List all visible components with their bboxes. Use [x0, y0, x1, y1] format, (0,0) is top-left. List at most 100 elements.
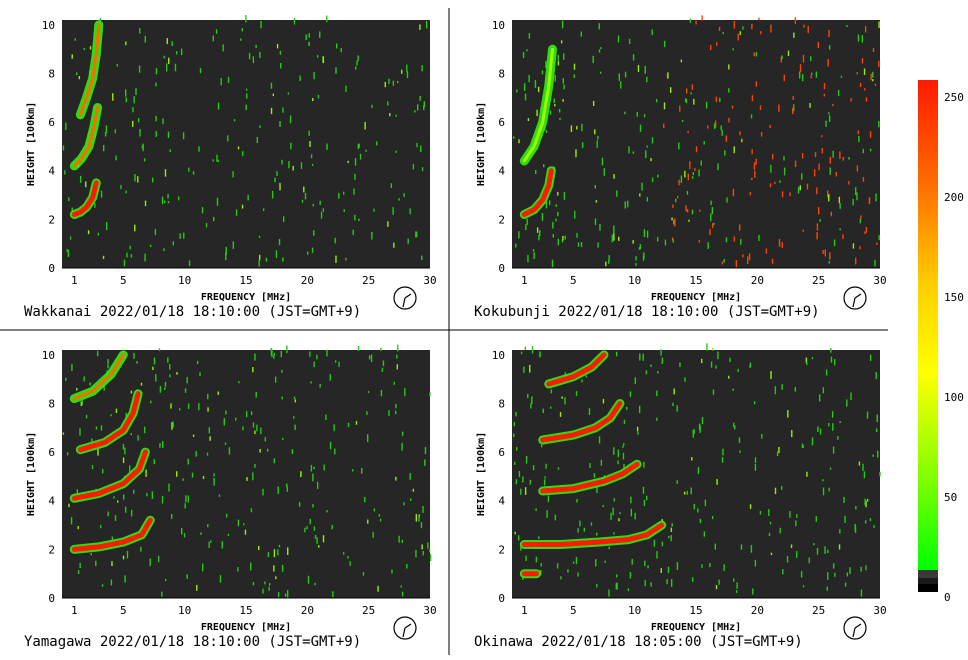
echo-noise-mark	[864, 498, 866, 506]
echo-noise-mark	[651, 29, 653, 36]
echo-noise-mark	[670, 535, 672, 542]
echo-noise-mark	[858, 135, 860, 143]
echo-noise-mark	[529, 479, 531, 485]
echo-noise-mark	[371, 231, 373, 240]
echo-noise-mark	[428, 549, 431, 552]
echo-noise-mark	[699, 209, 701, 212]
echo-noise-mark	[575, 556, 578, 565]
echo-noise-mark	[796, 514, 798, 518]
echo-noise-mark	[139, 28, 141, 34]
echo-noise-mark	[535, 556, 538, 563]
echo-noise-mark	[823, 82, 826, 90]
echo-noise-mark	[600, 459, 603, 466]
echo-noise-mark	[678, 179, 680, 186]
echo-noise-mark	[816, 547, 819, 555]
echo-noise-mark	[282, 216, 285, 223]
echo-noise-mark	[765, 248, 768, 254]
echo-noise-mark	[122, 555, 125, 560]
echo-noise-mark	[754, 559, 757, 567]
echo-noise-mark	[778, 238, 781, 247]
echo-noise-mark	[424, 446, 427, 455]
echo-noise-mark	[258, 259, 260, 267]
echo-noise-mark	[634, 377, 637, 385]
echo-noise-mark	[167, 193, 169, 199]
echo-noise-mark	[655, 98, 658, 103]
echo-noise-mark	[256, 136, 258, 144]
echo-noise-mark	[715, 585, 718, 590]
echo-noise-mark	[102, 144, 105, 152]
echo-noise-mark	[104, 132, 107, 137]
echo-noise-mark	[176, 471, 178, 477]
echo-noise-mark	[401, 591, 404, 597]
echo-noise-mark	[326, 143, 328, 150]
echo-noise-mark	[711, 515, 714, 520]
echo-noise-mark	[265, 257, 268, 262]
echo-noise-mark	[351, 469, 354, 472]
echo-noise-mark	[186, 376, 188, 384]
y-tick-label: 2	[498, 213, 505, 226]
echo-noise-mark	[753, 162, 756, 170]
echo-noise-mark	[712, 389, 715, 395]
echo-noise-mark	[811, 357, 814, 360]
echo-noise-mark	[416, 231, 418, 238]
echo-noise-mark	[286, 486, 289, 492]
echo-noise-mark	[676, 480, 678, 484]
echo-noise-mark	[622, 452, 625, 460]
echo-noise-mark	[691, 84, 694, 91]
echo-noise-mark	[293, 416, 295, 419]
echo-noise-mark	[358, 143, 360, 148]
clock-icon	[843, 286, 867, 310]
echo-noise-mark	[80, 401, 82, 407]
echo-noise-mark	[529, 364, 531, 373]
echo-noise-mark	[242, 426, 244, 431]
echo-noise-mark	[304, 527, 306, 533]
echo-noise-mark	[95, 426, 98, 430]
echo-noise-mark	[704, 499, 707, 507]
echo-noise-mark	[830, 356, 833, 363]
echo-noise-mark	[563, 53, 565, 60]
echo-noise-mark	[155, 82, 157, 87]
echo-noise-mark	[70, 517, 73, 525]
echo-noise-mark	[421, 65, 423, 72]
echo-noise-mark	[557, 191, 559, 196]
echo-noise-mark	[755, 158, 757, 165]
echo-noise-mark	[802, 229, 804, 232]
echo-noise-mark	[555, 218, 557, 222]
echo-noise-mark	[776, 451, 779, 457]
plot-background	[512, 20, 880, 268]
echo-noise-mark	[237, 146, 240, 150]
echo-noise-mark	[572, 561, 575, 564]
echo-noise-mark	[192, 434, 195, 437]
echo-noise-mark	[314, 534, 317, 539]
echo-noise-mark	[813, 543, 815, 546]
echo-noise-mark	[783, 74, 785, 82]
echo-noise-mark	[850, 392, 852, 401]
echo-noise-mark	[130, 254, 133, 258]
echo-noise-mark	[737, 368, 739, 372]
echo-noise-mark	[624, 201, 626, 209]
echo-noise-mark	[252, 56, 255, 64]
echo-noise-mark	[686, 490, 688, 495]
trace-core	[540, 461, 640, 494]
echo-noise-mark	[632, 54, 635, 61]
echo-noise-mark	[595, 559, 597, 567]
echo-noise-mark	[679, 105, 681, 112]
echo-noise-mark	[650, 158, 652, 162]
y-tick-label: 0	[498, 262, 505, 275]
echo-noise-mark	[594, 184, 597, 189]
echo-noise-mark	[258, 545, 260, 551]
echo-noise-mark	[577, 572, 579, 577]
echo-noise-mark	[201, 206, 204, 214]
echo-noise-mark	[409, 473, 411, 480]
echo-noise-mark	[524, 346, 527, 351]
echo-noise-mark	[667, 72, 669, 79]
echo-noise-mark	[403, 502, 405, 506]
echo-noise-mark	[378, 514, 381, 517]
echo-noise-mark	[686, 88, 688, 94]
echo-noise-mark	[733, 146, 735, 154]
echo-noise-mark	[821, 135, 823, 138]
echo-noise-mark	[252, 366, 254, 373]
echo-noise-mark	[368, 355, 371, 360]
echo-noise-mark	[259, 51, 261, 59]
echo-noise-mark	[751, 95, 754, 102]
